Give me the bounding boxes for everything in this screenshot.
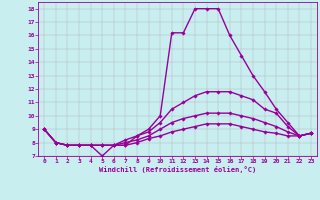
X-axis label: Windchill (Refroidissement éolien,°C): Windchill (Refroidissement éolien,°C) xyxy=(99,166,256,173)
